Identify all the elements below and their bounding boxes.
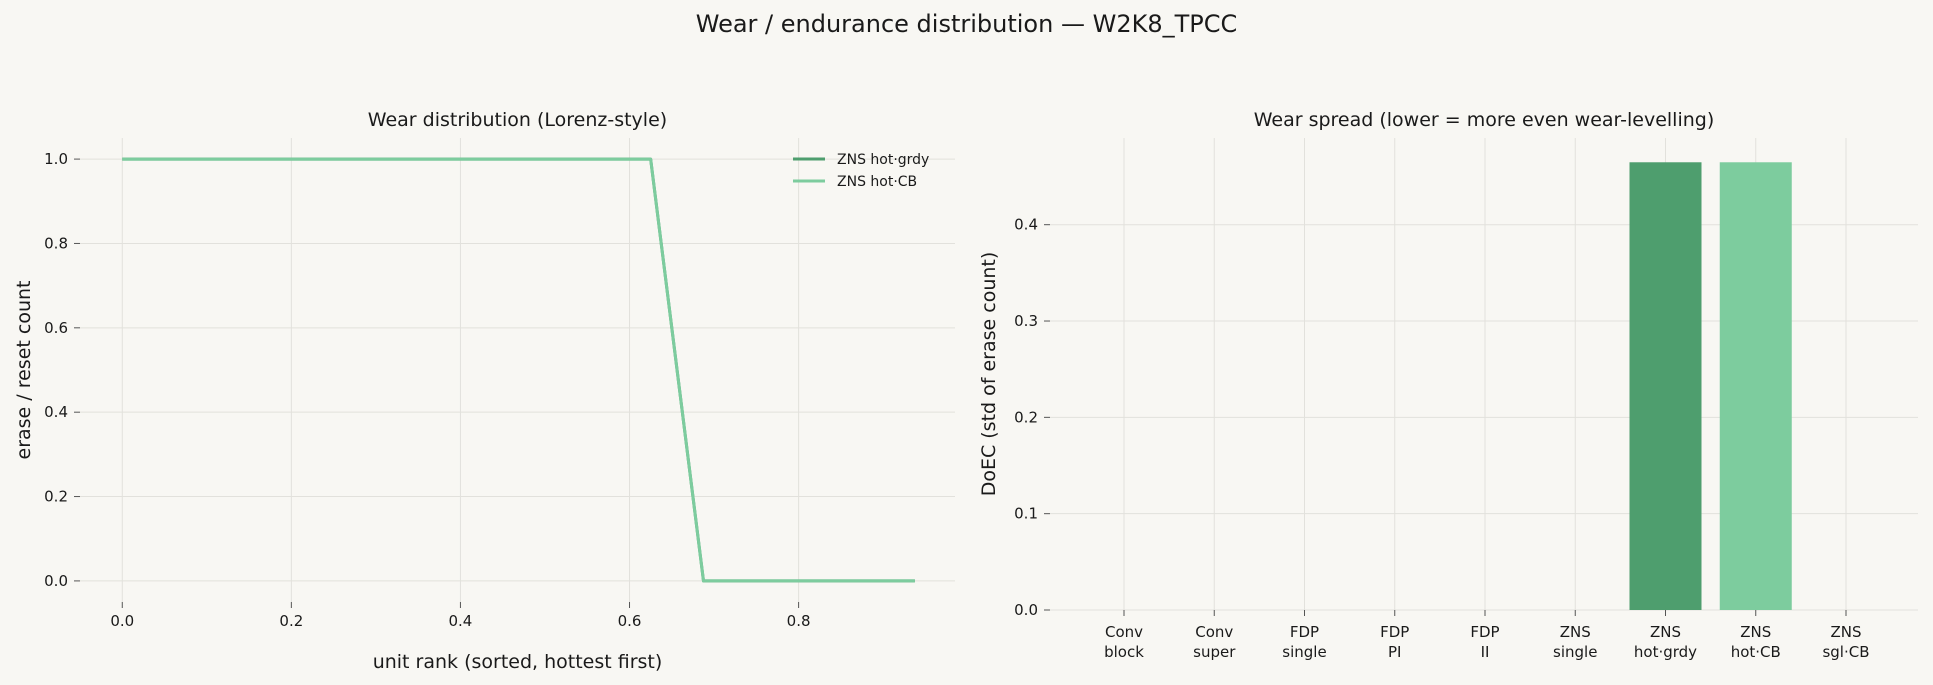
right-x-tick-label-4-1: II xyxy=(1481,643,1490,661)
left-x-tick-label-3: 0.6 xyxy=(618,612,642,630)
right-x-tick-label-3-0: FDP xyxy=(1380,623,1409,641)
left-x-tick-label-1: 0.2 xyxy=(279,612,303,630)
right-x-tick-label-6-0: ZNS xyxy=(1650,623,1681,641)
right-x-tick-label-3-1: PI xyxy=(1388,643,1401,661)
legend-label-1: ZNS hot·CB xyxy=(837,174,917,190)
right-x-tick-label-7-1: hot·CB xyxy=(1731,643,1781,661)
right-x-tick-label-8-0: ZNS xyxy=(1830,623,1861,641)
right-y-tick-label-4: 0.4 xyxy=(1014,216,1038,234)
right-x-tick-label-5-1: single xyxy=(1553,643,1597,661)
right-y-axis-label: DoEC (std of erase count) xyxy=(978,252,1000,497)
right-x-tick-label-2-0: FDP xyxy=(1290,623,1319,641)
right-chart-title: Wear spread (lower = more even wear-leve… xyxy=(1254,109,1715,131)
figure-suptitle: Wear / endurance distribution — W2K8_TPC… xyxy=(695,10,1238,38)
right-x-tick-label-1-0: Conv xyxy=(1195,623,1233,641)
right-x-tick-label-0-0: Conv xyxy=(1105,623,1143,641)
left-y-tick-label-4: 0.8 xyxy=(44,234,68,252)
right-x-tick-label-1-1: super xyxy=(1193,643,1236,661)
right-x-tick-label-8-1: sgl·CB xyxy=(1822,643,1869,661)
right-x-tick-label-5-0: ZNS xyxy=(1560,623,1591,641)
bar-6 xyxy=(1629,162,1702,610)
right-y-tick-label-2: 0.2 xyxy=(1014,408,1038,426)
right-y-tick-label-1: 0.1 xyxy=(1014,505,1038,523)
left-series-line-0 xyxy=(122,157,915,583)
right-x-tick-label-0-1: block xyxy=(1104,643,1144,661)
right-y-tick-label-0: 0.0 xyxy=(1014,601,1038,619)
left-x-tick-label-0: 0.0 xyxy=(110,612,134,630)
right-x-tick-label-7-0: ZNS xyxy=(1740,623,1771,641)
left-x-axis-label: unit rank (sorted, hottest first) xyxy=(373,651,663,673)
left-chart-title: Wear distribution (Lorenz-style) xyxy=(368,109,667,131)
right-y-tick-label-3: 0.3 xyxy=(1014,312,1038,330)
left-series-line-1 xyxy=(122,157,915,583)
left-y-axis-label: erase / reset count xyxy=(13,281,35,460)
left-y-tick-label-2: 0.4 xyxy=(44,403,68,421)
right-x-tick-label-4-0: FDP xyxy=(1470,623,1499,641)
legend-label-0: ZNS hot·grdy xyxy=(837,152,929,168)
right-x-tick-label-6-1: hot·grdy xyxy=(1634,643,1697,661)
left-y-tick-label-0: 0.0 xyxy=(44,572,68,590)
right-x-tick-label-2-1: single xyxy=(1282,643,1326,661)
left-y-tick-label-5: 1.0 xyxy=(44,150,68,168)
left-y-tick-label-3: 0.6 xyxy=(44,319,68,337)
left-x-tick-label-2: 0.4 xyxy=(449,612,473,630)
left-y-tick-label-1: 0.2 xyxy=(44,488,68,506)
bar-7 xyxy=(1719,162,1792,610)
left-x-tick-label-4: 0.8 xyxy=(787,612,811,630)
